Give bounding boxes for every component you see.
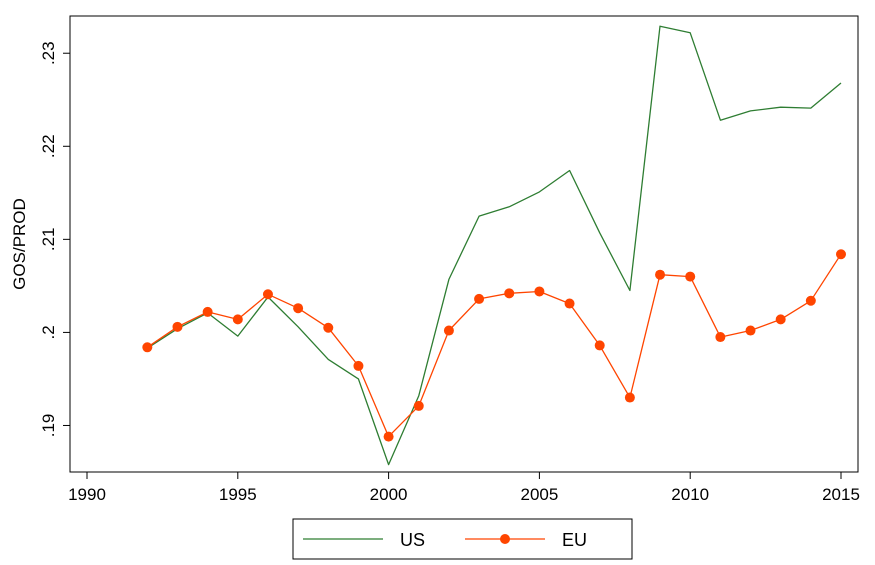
- data-point-eu: [775, 314, 786, 325]
- y-tick-label: .22: [39, 134, 58, 158]
- series-layer: [142, 25, 846, 466]
- x-axis: 1990 1995 2000 2005 2010 2015: [68, 471, 860, 504]
- data-point-eu: [655, 269, 666, 280]
- legend-eu-label: EU: [562, 530, 587, 550]
- data-point-eu: [323, 322, 334, 333]
- y-tick-label: .23: [39, 41, 58, 65]
- data-point-eu: [805, 295, 816, 306]
- x-tick-label: 1995: [219, 485, 257, 504]
- data-point-eu: [594, 340, 605, 351]
- data-point-eu: [413, 400, 424, 411]
- data-point-eu: [836, 249, 846, 260]
- data-point-eu: [202, 306, 213, 317]
- data-point-eu: [745, 325, 756, 336]
- x-tick-label: 2000: [370, 485, 408, 504]
- data-point-eu: [262, 289, 273, 300]
- data-point-eu: [443, 325, 454, 336]
- x-tick-label: 2010: [671, 485, 709, 504]
- data-point-eu: [474, 293, 485, 304]
- data-point-eu: [534, 286, 545, 297]
- y-axis-label: GOS/PROD: [10, 198, 29, 290]
- x-tick-label: 2015: [822, 485, 860, 504]
- x-tick-label: 2005: [520, 485, 558, 504]
- data-point-eu: [504, 288, 515, 299]
- legend: US EU: [292, 518, 633, 560]
- plot-frame: [69, 15, 859, 473]
- legend-us-label: US: [400, 530, 425, 550]
- data-point-eu: [564, 298, 575, 309]
- data-point-eu: [353, 360, 364, 371]
- data-point-eu: [232, 314, 243, 325]
- data-point-eu: [715, 332, 726, 343]
- data-point-eu: [383, 431, 394, 442]
- x-tick-label: 1990: [68, 485, 106, 504]
- series-line-eu: [146, 253, 842, 438]
- y-axis: .19 .2 .21 .22 .23: [39, 16, 71, 472]
- y-tick-label: .2: [39, 325, 58, 339]
- data-point-eu: [172, 321, 183, 332]
- y-tick-label: .21: [39, 228, 58, 252]
- data-point-eu: [293, 303, 304, 314]
- y-tick-label: .19: [39, 414, 58, 438]
- data-point-eu: [624, 392, 635, 403]
- legend-eu-marker: [500, 534, 510, 544]
- data-point-eu: [142, 342, 153, 353]
- data-point-eu: [685, 271, 696, 282]
- series-line-us: [146, 25, 842, 466]
